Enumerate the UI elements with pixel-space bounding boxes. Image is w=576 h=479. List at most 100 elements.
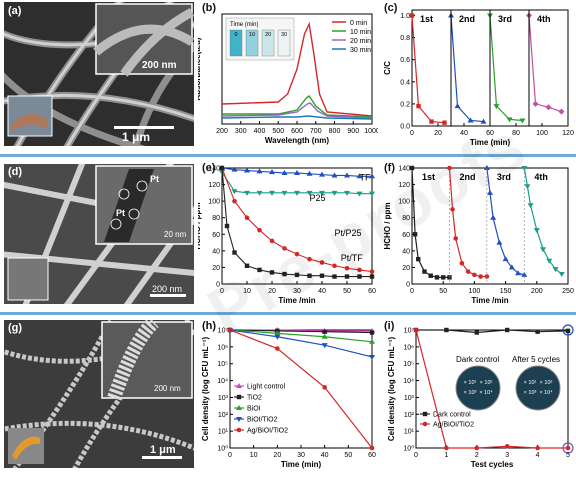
- data-point: [540, 247, 547, 253]
- plate-label: × 10⁴: [479, 389, 493, 396]
- scale-bar-main-d: 200 nm: [152, 284, 183, 294]
- x-tick-label: 1000: [364, 128, 378, 135]
- hcho-removal-chart: 0 10 20 30 40 50 60 Time /min 0 20 40 60 80 100 120 140…: [193, 165, 376, 305]
- data-point: [429, 119, 434, 124]
- data-point: [269, 190, 275, 196]
- data-point: [269, 238, 275, 244]
- y-tick-label: 140: [208, 166, 220, 173]
- vial: [277, 29, 291, 57]
- y-tick-label: 80: [402, 215, 410, 222]
- panel-label-d: (d): [8, 166, 23, 178]
- legend-entry: TiO2: [247, 395, 262, 402]
- data-point: [322, 329, 327, 334]
- data-point: [412, 232, 418, 237]
- x-tick-label: 250: [562, 288, 574, 295]
- legend-entry: 30 min: [350, 47, 371, 54]
- sem-fibers-a: [4, 2, 194, 146]
- panel-label-e: (e): [202, 162, 216, 174]
- data-point: [356, 191, 363, 197]
- data-point: [332, 263, 337, 269]
- plot-frame: [221, 167, 373, 285]
- scale-bar-main-a: 1 μm: [122, 130, 151, 144]
- annotation: After 5 cycles: [512, 355, 560, 364]
- data-point: [444, 445, 449, 451]
- petri-dish: [455, 365, 501, 411]
- data-point: [244, 190, 250, 196]
- x-tick-label: 400: [254, 128, 266, 135]
- divider-2: [0, 312, 576, 315]
- x-tick-label: 3: [505, 452, 509, 459]
- x-tick-label: 40: [321, 452, 329, 459]
- y-tick-label: 10⁰: [217, 445, 228, 453]
- y-tick-label: 120: [208, 182, 220, 189]
- x-tick-label: 1: [444, 452, 448, 459]
- legend-entry: Dark control: [433, 412, 471, 419]
- data-point: [322, 385, 327, 390]
- y-tick-label: 10⁶: [403, 344, 414, 351]
- x-tick-label: 500: [272, 128, 284, 135]
- data-point: [369, 330, 375, 335]
- x-tick-label: 200: [531, 288, 543, 295]
- legend-marker: [236, 383, 242, 388]
- vial: [261, 29, 275, 57]
- vial-label: 10: [249, 32, 255, 38]
- data-point: [244, 167, 250, 173]
- y-tick-label: 10³: [218, 395, 229, 402]
- legend-marker: [422, 421, 428, 427]
- data-point: [319, 190, 325, 196]
- data-point: [504, 444, 510, 449]
- x-tick-label: 80: [512, 130, 520, 137]
- legend-entry: Ag/BiOI/TiO2: [247, 428, 288, 435]
- data-point: [232, 198, 237, 204]
- data-point: [487, 189, 493, 195]
- plot-frame: [411, 167, 569, 285]
- cycle-line: [523, 167, 563, 275]
- cc0-cycle-chart: 0 20 40 60 80 100 120 Time (min) 0.0 0.2 0.4 0.6 0.8…: [383, 9, 574, 147]
- data-point: [409, 165, 415, 171]
- vial: [245, 29, 259, 57]
- vial-label: 20: [265, 32, 271, 38]
- data-point: [331, 190, 338, 196]
- legend-entry: 20 min: [350, 38, 371, 45]
- data-point: [224, 223, 230, 229]
- y-axis-label: Cell density (log CFU mL⁻¹): [201, 337, 210, 442]
- sem-fibers-g: [4, 320, 194, 468]
- data-point: [558, 272, 565, 278]
- y-tick-label: 10⁵: [403, 361, 414, 368]
- x-tick-label: 200: [216, 128, 228, 135]
- data-point: [519, 118, 526, 124]
- x-tick-label: 700: [310, 128, 322, 135]
- x-tick-label: 40: [460, 130, 468, 137]
- inset-title: Time (min): [230, 22, 258, 28]
- x-tick-label: 0: [228, 452, 232, 459]
- data-point: [256, 168, 263, 174]
- data-point: [428, 273, 433, 278]
- series-line-0-min: [221, 21, 373, 117]
- series-line-30-min: [221, 115, 373, 120]
- data-point: [478, 274, 483, 279]
- y-axis-label: HCHO / ppm: [198, 202, 202, 249]
- pt-label-1: Pt: [150, 174, 159, 184]
- x-tick-label: 600: [291, 128, 303, 135]
- data-point: [319, 260, 325, 265]
- data-point: [483, 165, 490, 170]
- data-point: [356, 173, 363, 179]
- series-label: TF: [360, 173, 371, 183]
- x-axis-label: Time /min: [278, 296, 315, 305]
- data-point: [257, 267, 262, 273]
- y-tick-label: 10⁶: [217, 344, 228, 351]
- legend-entry: BiOI: [247, 406, 261, 413]
- cycle-label: 2nd: [459, 14, 475, 24]
- y-tick-label: 0.6: [400, 57, 410, 64]
- panel-label-a: (a): [8, 5, 22, 17]
- data-point: [294, 272, 300, 278]
- series-line: [229, 329, 373, 343]
- panel-f: 0 50 100 150 200 250 Time /min 0 20 40 60 80 100 120 1…: [382, 160, 574, 308]
- y-axis-label: Absorbance(a.u): [198, 37, 202, 100]
- cycle-line: [448, 167, 487, 278]
- y-tick-label: 0: [406, 282, 410, 289]
- y-tick-label: 10²: [218, 412, 229, 419]
- data-point: [527, 203, 534, 209]
- x-tick-label: 30: [297, 452, 305, 459]
- data-point: [307, 273, 312, 278]
